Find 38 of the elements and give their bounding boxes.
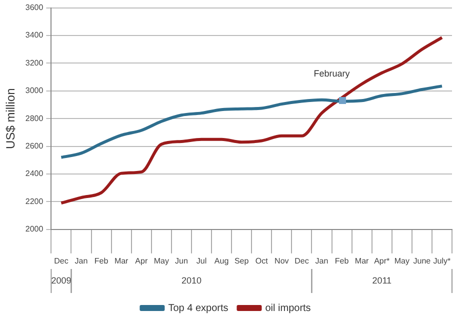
y-tick-label: 2000 <box>25 224 44 234</box>
x-tick-label: Feb <box>334 256 350 266</box>
x-tick-label: Jan <box>74 256 88 266</box>
y-tick-label: 3600 <box>25 3 44 12</box>
x-tick-label: May <box>394 256 410 266</box>
y-tick-label: 3200 <box>25 58 44 68</box>
y-tick-label: 3400 <box>25 30 44 40</box>
text: 2010 <box>181 275 202 286</box>
x-tick-label: May <box>154 256 169 266</box>
x-tick-label: Dec <box>54 256 68 266</box>
x-tick-label: Aug <box>214 256 229 266</box>
x-tick-label: Dec <box>294 256 309 266</box>
x-tick-label: Mar <box>354 256 370 266</box>
x-tick-label: Feb <box>94 256 109 266</box>
y-tick-label: 2600 <box>25 142 44 151</box>
text: 2011 <box>372 275 392 286</box>
x-tick-label: Jun <box>175 256 188 266</box>
text: 2009 <box>51 275 72 286</box>
x-tick-label: Oct <box>255 256 269 266</box>
x-tick-label: Jul <box>196 256 207 266</box>
line-series <box>60 36 444 205</box>
x-tick-label: Sep <box>234 256 250 266</box>
x-tick-label: Apr* <box>374 256 390 266</box>
y-axis-title: US$ million <box>4 88 18 149</box>
annotation: February <box>314 68 350 79</box>
y-tick-label: 2200 <box>25 196 44 206</box>
line-series <box>60 84 444 159</box>
x-tick-label: Apr <box>135 256 148 266</box>
x-tick-label: Nov <box>274 256 289 266</box>
y-tick-label: 2400 <box>25 169 44 178</box>
y-tick-label: 2800 <box>25 114 44 123</box>
x-tick-label: July* <box>433 256 451 266</box>
x-tick-label: Mar <box>114 256 129 266</box>
legend-label: Top 4 exports <box>168 302 228 314</box>
y-tick-label: 3000 <box>25 86 44 96</box>
x-tick-label: June <box>413 256 432 266</box>
legend-label: oil imports <box>265 302 311 314</box>
x-tick-label: Jan <box>315 256 328 266</box>
